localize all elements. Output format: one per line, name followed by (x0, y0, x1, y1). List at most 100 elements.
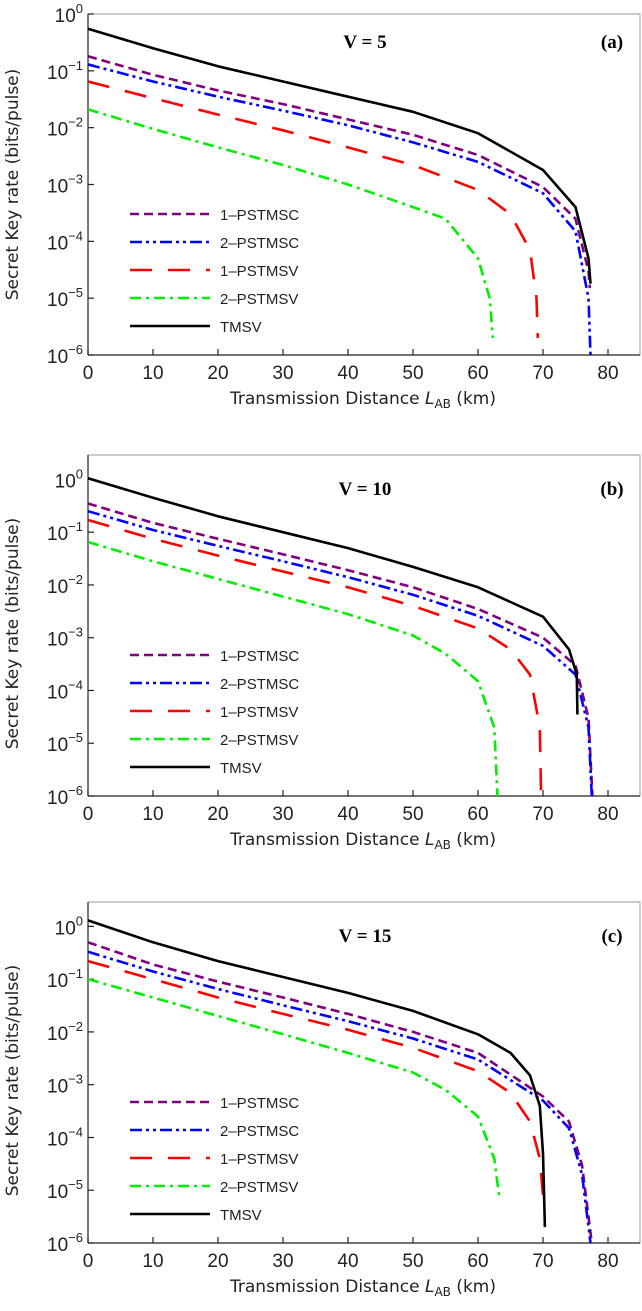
y-axis-title: Secret Key rate (bits/pulse) (3, 69, 23, 301)
x-axis-title: Transmission Distance LAB (km) (229, 389, 496, 411)
y-tick-exponent: −5 (68, 285, 83, 300)
legend-label: 1–PSTMSC (220, 207, 299, 224)
y-tick-exponent: −6 (68, 783, 83, 798)
legend-label: 1–PSTMSV (220, 704, 298, 721)
y-tick-label: 10−6 (47, 1230, 83, 1256)
y-tick-label: 10−1 (47, 58, 83, 84)
x-tick-label: 50 (402, 363, 423, 384)
x-axis-title: Transmission Distance LAB (km) (229, 830, 496, 852)
y-tick-exponent: −2 (68, 1019, 83, 1034)
y-tick-exponent: 0 (76, 466, 83, 481)
x-axis-title-unit: (km) (451, 1277, 496, 1297)
y-tick-base: 10 (47, 177, 68, 198)
y-tick-exponent: −4 (68, 1124, 83, 1139)
y-tick-exponent: −5 (68, 1177, 83, 1192)
x-tick-label: 70 (532, 804, 553, 825)
x-tick-label: 70 (532, 363, 553, 384)
x-axis-title-sub: AB (434, 1285, 450, 1299)
legend-label: TMSV (220, 319, 262, 336)
x-tick-label: 0 (83, 363, 94, 384)
chart-panel-c: 0 10 20 30 40 50 60 70 8010010−110−210−310−410−5… (3, 901, 641, 1299)
series-line-1pstmsv (88, 80, 540, 338)
y-tick-exponent: −4 (68, 228, 83, 243)
y-tick-base: 10 (47, 1129, 68, 1150)
x-tick-label: 60 (467, 363, 488, 384)
x-tick-label: 80 (597, 363, 618, 384)
y-tick-label: 100 (55, 913, 83, 939)
y-tick-base: 10 (55, 918, 76, 939)
x-tick-label: 10 (142, 363, 163, 384)
y-tick-exponent: −1 (68, 519, 83, 534)
legend-label: 2–PSTMSV (220, 732, 298, 749)
y-tick-exponent: −4 (68, 677, 83, 692)
plot-frame (87, 901, 641, 1244)
y-tick-exponent: −1 (68, 966, 83, 981)
series-line-1pstmsv (88, 518, 543, 796)
x-tick-label: 60 (467, 804, 488, 825)
x-tick-label: 30 (272, 363, 293, 384)
y-tick-base: 10 (47, 577, 68, 598)
x-axis-title-var: L (425, 389, 434, 409)
y-tick-base: 10 (47, 347, 68, 368)
y-tick-exponent: −2 (68, 572, 83, 587)
y-tick-label: 10−2 (47, 572, 83, 598)
y-tick-base: 10 (47, 233, 68, 254)
y-tick-exponent: −5 (68, 730, 83, 745)
x-axis-title-var: L (425, 830, 434, 850)
x-tick-label: 50 (402, 1251, 423, 1272)
y-tick-label: 100 (55, 466, 83, 492)
y-tick-label: 10−4 (47, 228, 83, 254)
x-axis-title-main: Transmission Distance (229, 389, 425, 409)
chart-panel-b: 0 10 20 30 40 50 60 70 8010010−110−210−310−410−5… (3, 454, 641, 852)
plot-frame (87, 454, 641, 797)
series-line-2pstmsc (88, 509, 594, 796)
x-tick-label: 60 (467, 1251, 488, 1272)
legend-label: 1–PSTMSC (220, 648, 299, 665)
y-tick-label: 10−5 (47, 1177, 83, 1203)
y-tick-label: 10−4 (47, 1124, 83, 1150)
y-tick-exponent: −3 (68, 172, 83, 187)
legend-label: TMSV (220, 760, 262, 777)
x-axis-title-unit: (km) (451, 830, 496, 850)
panel-label: (b) (600, 479, 623, 500)
parameter-annotation: V = 5 (343, 32, 386, 53)
y-tick-base: 10 (47, 630, 68, 651)
x-axis-title-main: Transmission Distance (229, 830, 425, 850)
legend-label: 2–PSTMSV (220, 291, 298, 308)
x-axis-title-var: L (425, 1277, 434, 1297)
y-tick-exponent: −3 (68, 625, 83, 640)
y-tick-exponent: −1 (68, 58, 83, 73)
y-tick-exponent: 0 (76, 913, 83, 928)
y-tick-base: 10 (47, 1024, 68, 1045)
x-tick-label: 70 (532, 1251, 553, 1272)
y-tick-base: 10 (47, 120, 68, 141)
y-tick-label: 10−1 (47, 966, 83, 992)
y-tick-label: 10−3 (47, 172, 83, 198)
y-axis-title: Secret Key rate (bits/pulse) (3, 518, 23, 750)
legend-label: 1–PSTMSC (220, 1095, 299, 1112)
y-tick-label: 10−4 (47, 677, 83, 703)
panel-label: (c) (601, 926, 622, 947)
legend-label: 1–PSTMSV (220, 1151, 298, 1168)
y-tick-label: 10−1 (47, 519, 83, 545)
series-line-2pstmsv (88, 540, 499, 796)
x-tick-label: 40 (337, 1251, 358, 1272)
y-tick-label: 10−2 (47, 115, 83, 141)
y-tick-base: 10 (47, 290, 68, 311)
legend-label: 2–PSTMSV (220, 1179, 298, 1196)
y-tick-label: 10−6 (47, 342, 83, 368)
x-tick-label: 80 (597, 804, 618, 825)
x-tick-label: 10 (142, 1251, 163, 1272)
legend-label: TMSV (220, 1207, 262, 1224)
x-axis-title-main: Transmission Distance (229, 1277, 425, 1297)
y-tick-label: 10−3 (47, 1072, 83, 1098)
x-tick-label: 40 (337, 804, 358, 825)
series-line-2pstmsc (88, 950, 592, 1243)
series-line-1pstmsv (88, 959, 545, 1196)
x-tick-label: 30 (272, 804, 293, 825)
series-line-2pstmsc (88, 63, 592, 355)
y-tick-base: 10 (47, 524, 68, 545)
parameter-annotation: V = 10 (339, 479, 392, 500)
x-tick-label: 40 (337, 363, 358, 384)
y-tick-base: 10 (47, 682, 68, 703)
